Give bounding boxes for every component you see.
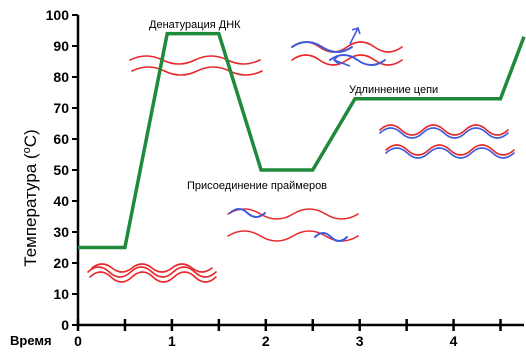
y-tick-label: 80	[53, 69, 69, 85]
dna-strand	[379, 124, 509, 136]
primer-strand	[329, 54, 386, 66]
y-tick-label: 20	[53, 255, 69, 271]
y-tick-label: 30	[53, 224, 69, 240]
x-tick-label: 0	[74, 333, 82, 349]
y-tick-label: 70	[53, 100, 69, 116]
primer-strand	[229, 208, 266, 218]
dna-strand	[87, 266, 217, 278]
dna-strand	[291, 54, 403, 66]
annotation-elongation: Удлиннение цепи	[349, 84, 438, 96]
y-tick-label: 60	[53, 131, 69, 147]
axis-ticks: 0 10 20 30 40 50 60 70 80 90 100 0 1 2 3 4	[46, 7, 502, 349]
primer-strand	[379, 127, 509, 139]
dna-strand	[227, 230, 359, 242]
temperature-series-line	[78, 31, 526, 250]
y-axis-title: Температура (oC)	[21, 129, 40, 266]
dna-strand	[91, 263, 213, 273]
x-tick-label: 2	[262, 333, 270, 349]
dna-strand	[131, 66, 263, 76]
primer-strand	[291, 41, 353, 53]
arrow-icon	[349, 26, 361, 45]
y-tick-label: 50	[53, 162, 69, 178]
dna-strand	[385, 144, 515, 156]
y-tick-label: 90	[53, 38, 69, 54]
dna-strand	[89, 271, 217, 283]
y-tick-label: 40	[53, 193, 69, 209]
y-tick-label: 100	[46, 7, 70, 23]
x-tick-label: 3	[356, 333, 364, 349]
dna-illustrations	[87, 26, 515, 283]
arrow-icon	[332, 55, 351, 67]
x-axis-title: Время	[10, 333, 52, 348]
primer-strand	[314, 232, 348, 242]
y-tick-label: 10	[53, 286, 69, 302]
dna-strand	[227, 208, 359, 220]
annotation-denaturation: Денатурация ДНК	[149, 19, 241, 31]
x-tick-label: 1	[168, 333, 176, 349]
dna-strand	[129, 55, 261, 65]
annotation-annealing: Присоединение праймеров	[187, 180, 327, 192]
primer-strand	[385, 147, 515, 159]
y-tick-label: 0	[61, 317, 69, 333]
x-tick-label: 4	[450, 333, 458, 349]
